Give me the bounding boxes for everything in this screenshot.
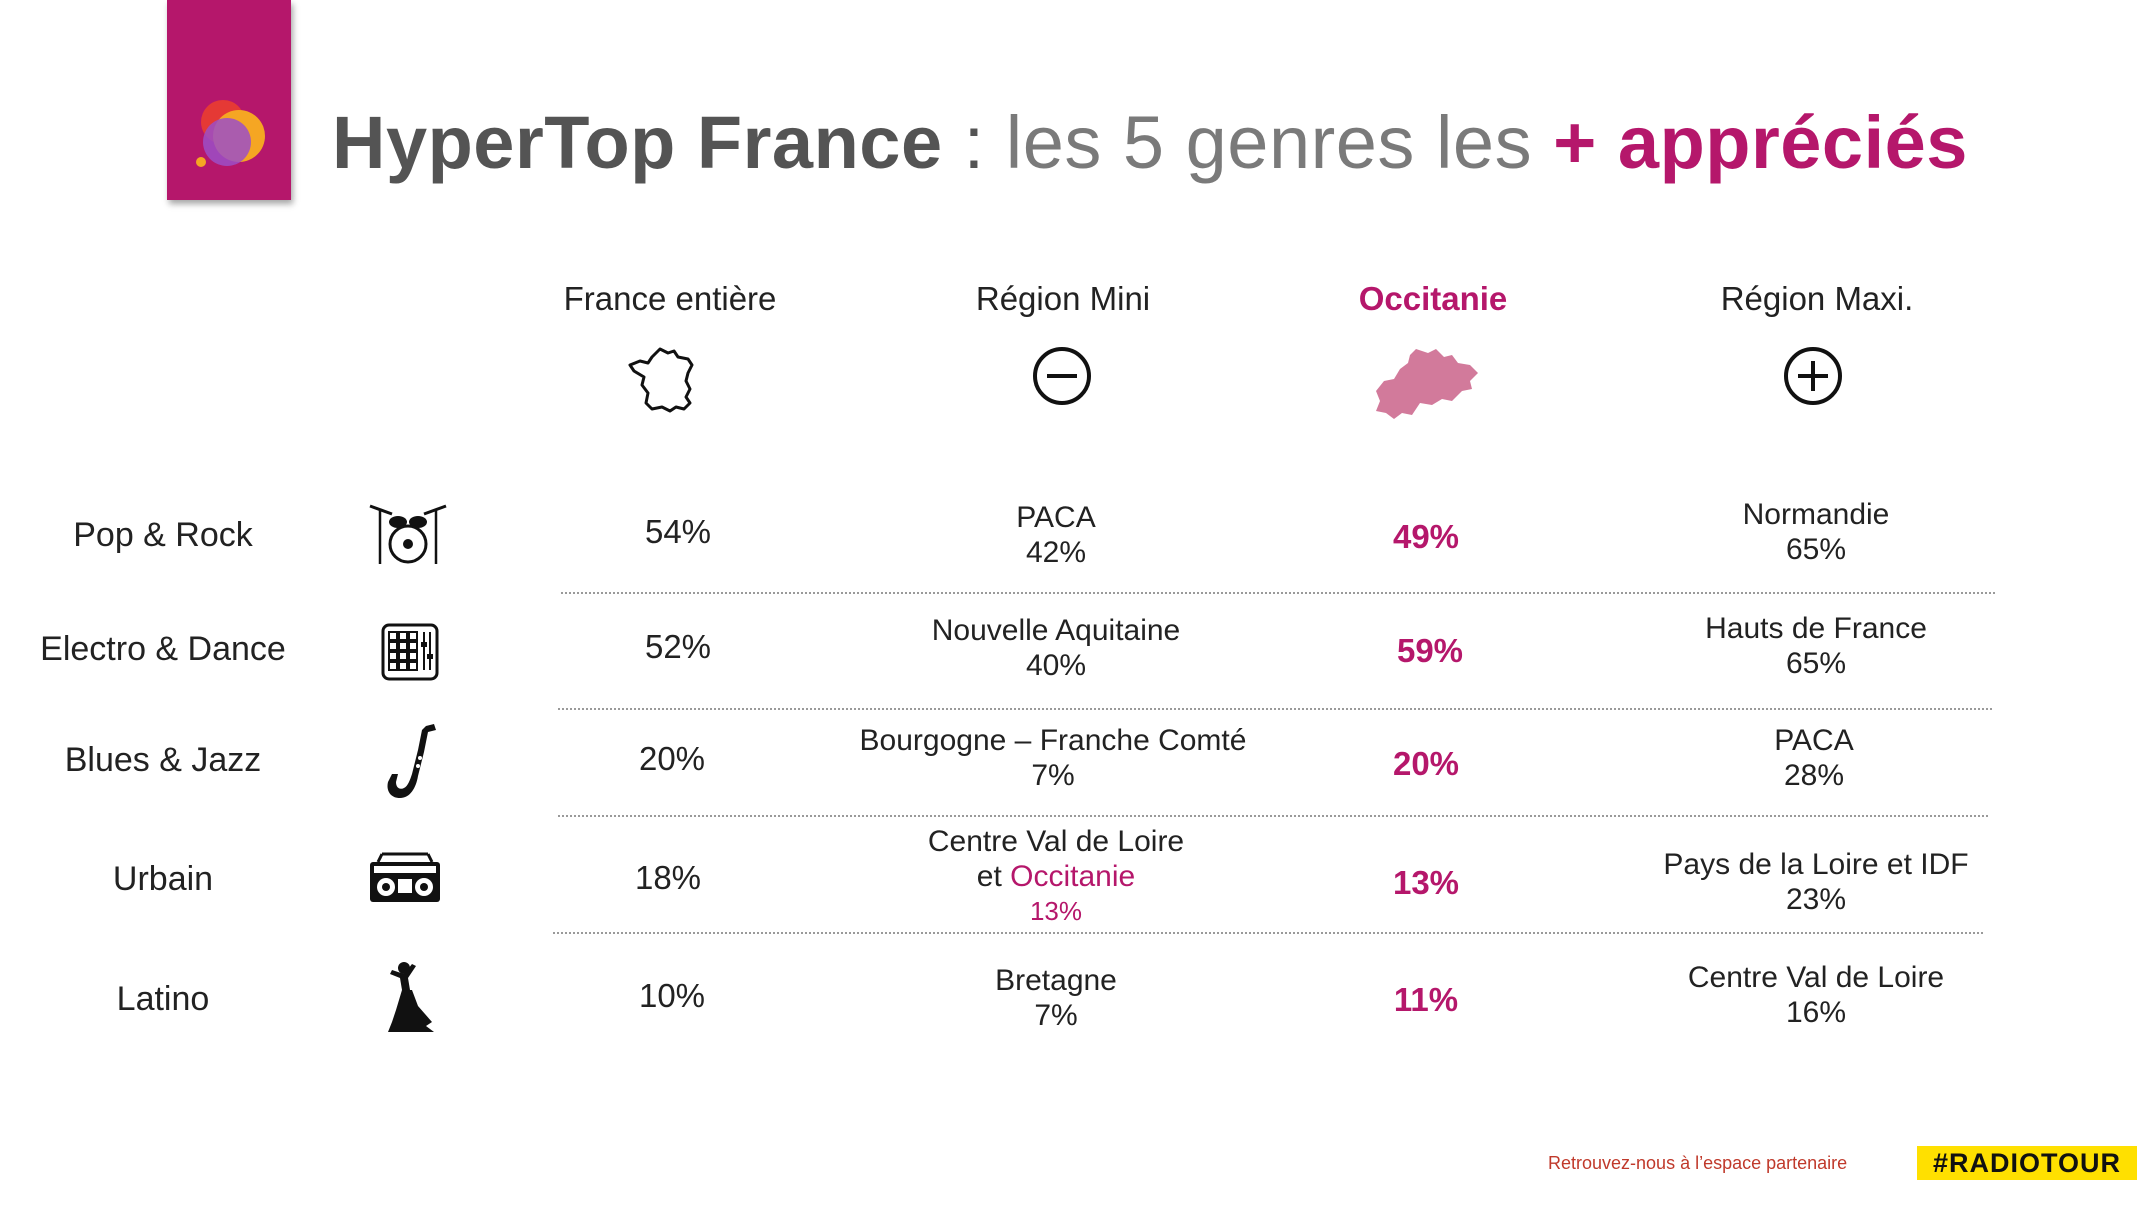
cell-mini: PACA 42%: [836, 500, 1276, 570]
cell-mini-region-line2: et Occitanie: [836, 859, 1276, 894]
cell-mini-region-accent: Occitanie: [1010, 860, 1136, 893]
column-header-maxi: Région Maxi.: [1720, 280, 1914, 317]
cell-mini: Centre Val de Loire et Occitanie 13%: [836, 824, 1276, 929]
cell-maxi-value: 16%: [1785, 996, 1847, 1029]
cell-maxi: Pays de la Loire et IDF 23%: [1596, 847, 2036, 917]
cell-maxi-region: Centre Val de Loire: [1687, 961, 1945, 994]
genre-label: Latino: [116, 980, 210, 1018]
cell-france: 54%: [644, 513, 712, 550]
cell-mini-value: 7%: [1031, 759, 1075, 792]
cell-occitanie: 20%: [1392, 745, 1460, 782]
cell-mini-value: 7%: [1034, 999, 1078, 1032]
cell-france: 10%: [638, 977, 706, 1014]
brand-logo-icon: [196, 100, 265, 167]
drum-pad-icon: [381, 623, 439, 681]
cell-maxi-value: 65%: [1785, 533, 1847, 566]
cell-occitanie: 13%: [1392, 864, 1460, 901]
genre-label: Urbain: [112, 860, 214, 898]
column-header-occitanie: Occitanie: [1358, 280, 1508, 317]
cell-mini-region: PACA: [1016, 501, 1096, 534]
minus-circle-icon: [1033, 347, 1091, 405]
plus-circle-icon: [1784, 347, 1842, 405]
row-divider: [558, 708, 1992, 710]
cell-maxi-value: 65%: [1785, 647, 1847, 680]
cell-maxi-value: 23%: [1785, 883, 1847, 916]
cell-mini: Bourgogne – Franche Comté 7%: [833, 723, 1273, 793]
genre-label: Pop & Rock: [73, 516, 253, 554]
genre-label: Blues & Jazz: [64, 741, 262, 779]
genre-label: Electro & Dance: [40, 630, 286, 668]
radiotour-tag: #RADIOTOUR: [1917, 1146, 2137, 1180]
cell-occitanie: 49%: [1392, 518, 1460, 555]
saxophone-icon: [387, 724, 436, 798]
cell-maxi-value: 28%: [1783, 759, 1845, 792]
cell-maxi-region: Hauts de France: [1705, 612, 1927, 645]
cell-france: 52%: [644, 628, 712, 665]
cell-maxi: Centre Val de Loire 16%: [1596, 960, 2036, 1030]
cell-mini-region-prefix: et: [976, 860, 1011, 893]
cell-mini-region: Nouvelle Aquitaine: [931, 614, 1181, 647]
boombox-icon: [370, 852, 440, 902]
title-separator: :: [942, 101, 1006, 184]
drum-kit-icon: [369, 504, 447, 564]
cell-occitanie: 59%: [1396, 632, 1464, 669]
title-accent: + appréciés: [1553, 101, 1968, 184]
cell-mini-region-line1: Centre Val de Loire: [927, 825, 1185, 858]
cell-maxi-region: PACA: [1774, 724, 1854, 757]
cell-maxi-region: Normandie: [1742, 498, 1890, 531]
cell-mini-value: 13%: [1029, 896, 1083, 926]
cell-france: 18%: [634, 859, 702, 896]
flamenco-dancer-icon: [388, 962, 434, 1032]
cell-maxi: PACA 28%: [1594, 723, 2034, 793]
cell-mini-region: Bretagne: [995, 964, 1117, 997]
column-header-mini: Région Mini: [975, 280, 1151, 317]
page-title: HyperTop France : les 5 genres les + app…: [332, 100, 1968, 185]
column-header-france: France entière: [563, 280, 777, 317]
cell-occitanie: 11%: [1393, 981, 1459, 1018]
cell-mini: Bretagne 7%: [836, 963, 1276, 1033]
occitanie-map-icon: [1376, 349, 1478, 419]
title-brand: HyperTop France: [332, 101, 943, 184]
row-divider: [553, 932, 1983, 934]
cell-mini-value: 42%: [1025, 536, 1087, 569]
cell-mini: Nouvelle Aquitaine 40%: [836, 613, 1276, 683]
row-divider: [558, 815, 1988, 817]
cell-france: 20%: [638, 740, 706, 777]
cell-maxi: Hauts de France 65%: [1596, 611, 2036, 681]
cell-mini-region: Bourgogne – Franche Comté: [859, 724, 1247, 757]
row-divider: [561, 592, 1995, 594]
france-map-icon: [628, 347, 694, 413]
cell-maxi-region: Pays de la Loire et IDF: [1663, 848, 1969, 881]
title-middle: les 5 genres les: [1005, 101, 1554, 184]
cell-mini-value: 40%: [1025, 649, 1087, 682]
logo-band: [167, 0, 291, 200]
footer-partner-link[interactable]: Retrouvez-nous à l’espace partenaire: [1548, 1153, 1848, 1173]
cell-maxi: Normandie 65%: [1596, 497, 2036, 567]
